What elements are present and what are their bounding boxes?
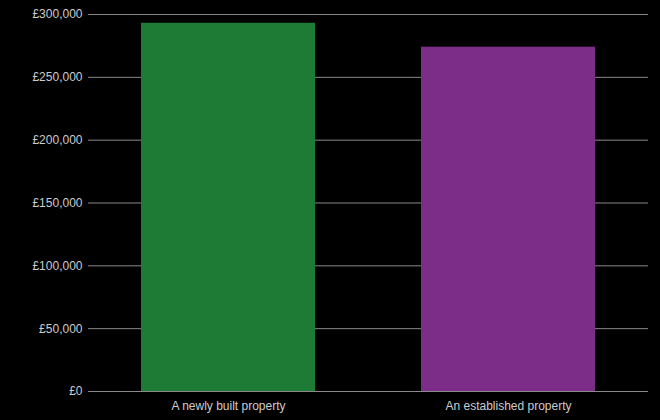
svg-text:£150,000: £150,000 [32,196,82,210]
svg-text:£200,000: £200,000 [32,133,82,147]
svg-text:An established property: An established property [445,399,571,413]
svg-text:£100,000: £100,000 [32,259,82,273]
svg-text:£300,000: £300,000 [32,7,82,21]
svg-text:£50,000: £50,000 [39,322,83,336]
svg-text:A newly built property: A newly built property [171,399,285,413]
svg-text:£250,000: £250,000 [32,70,82,84]
svg-text:£0: £0 [69,384,83,398]
